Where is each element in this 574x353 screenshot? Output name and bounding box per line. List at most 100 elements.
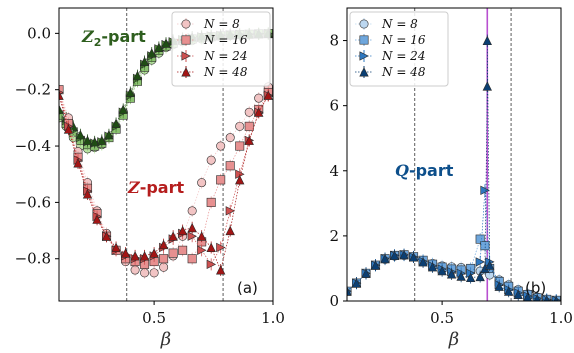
legend-marker bbox=[359, 19, 369, 29]
data-point bbox=[187, 254, 197, 264]
data-point bbox=[132, 70, 143, 81]
data-point bbox=[513, 289, 523, 299]
legend-label: N = 24 bbox=[203, 49, 247, 63]
panel-b: 0.5 1.0 0 2 4 6 8 β (b) N = 8 N = 16 N = 24 N = 48 Q-… bbox=[329, 7, 573, 350]
data-point bbox=[177, 225, 188, 236]
data-point bbox=[139, 251, 150, 261]
data-point bbox=[370, 260, 381, 270]
y-tick-label: 8 bbox=[329, 32, 339, 50]
annotation-main: Q bbox=[395, 161, 409, 180]
data-point bbox=[216, 175, 226, 185]
data-point bbox=[475, 234, 485, 244]
legend-marker bbox=[181, 35, 191, 45]
annotation-suffix: -part bbox=[409, 161, 454, 180]
data-point bbox=[225, 225, 235, 236]
y-tick-label: −0.2 bbox=[15, 81, 51, 99]
data-point bbox=[154, 42, 164, 52]
y-tick-label: −0.4 bbox=[15, 137, 51, 155]
legend-marker bbox=[359, 51, 369, 61]
data-point bbox=[216, 242, 226, 253]
legend: N = 8 N = 16 N = 24 N = 48 bbox=[349, 11, 449, 87]
data-point bbox=[235, 174, 245, 185]
data-point bbox=[111, 118, 121, 129]
legend-marker bbox=[181, 67, 191, 77]
data-point bbox=[63, 124, 74, 134]
data-point bbox=[225, 161, 235, 171]
y-tick-label: 0.0 bbox=[27, 24, 51, 42]
annotation-suffix: -part bbox=[140, 178, 185, 197]
data-point bbox=[59, 85, 64, 95]
series-line-6 bbox=[59, 92, 269, 266]
data-point bbox=[437, 265, 447, 276]
data-point bbox=[347, 286, 352, 296]
data-point bbox=[73, 158, 83, 168]
data-point bbox=[446, 269, 457, 279]
data-point bbox=[480, 185, 490, 195]
x-tick-label: 0.5 bbox=[142, 309, 166, 327]
data-point bbox=[504, 286, 514, 296]
data-point bbox=[187, 206, 197, 216]
data-point bbox=[187, 231, 198, 241]
data-point bbox=[206, 259, 217, 270]
data-point bbox=[351, 278, 362, 288]
data-point bbox=[399, 249, 409, 260]
data-point bbox=[197, 245, 207, 255]
data-point bbox=[161, 38, 171, 48]
data-point bbox=[197, 178, 207, 188]
y-tick-label: 2 bbox=[329, 227, 339, 245]
data-point bbox=[168, 248, 178, 258]
data-point bbox=[59, 104, 64, 114]
panel-a: 0.5 1.0 0.0 −0.2 −0.4 −0.6 −0.8 β (a) N = 8 N = 16… bbox=[15, 7, 285, 350]
annotation-subscript: 2 bbox=[94, 36, 102, 49]
data-point bbox=[149, 268, 159, 278]
data-point bbox=[130, 251, 140, 261]
data-point bbox=[187, 222, 197, 233]
data-point bbox=[427, 261, 438, 272]
data-point bbox=[149, 248, 159, 258]
data-point bbox=[533, 294, 541, 301]
data-point bbox=[235, 121, 245, 131]
data-point bbox=[125, 87, 136, 98]
series-line-5 bbox=[59, 89, 269, 265]
data-point bbox=[263, 90, 273, 100]
data-point bbox=[523, 292, 533, 301]
x-axis-label: β bbox=[160, 329, 171, 350]
data-point bbox=[235, 141, 245, 151]
data-point bbox=[389, 250, 400, 260]
data-point bbox=[456, 271, 466, 281]
data-point bbox=[159, 254, 169, 264]
data-point bbox=[168, 231, 178, 241]
data-point bbox=[380, 253, 390, 264]
legend-marker bbox=[359, 67, 369, 77]
data-point bbox=[216, 265, 226, 275]
y-tick-label: 4 bbox=[329, 162, 339, 180]
legend-label: N = 48 bbox=[203, 65, 248, 79]
annotation-1: Z-part bbox=[127, 178, 184, 197]
annotation-0: Q-part bbox=[395, 161, 454, 180]
data-point bbox=[92, 214, 102, 224]
data-point bbox=[196, 231, 207, 241]
data-point bbox=[482, 35, 492, 46]
annotation-main: Z bbox=[81, 27, 95, 46]
data-point bbox=[244, 107, 254, 117]
y-tick-label: −0.6 bbox=[15, 193, 51, 211]
data-point bbox=[418, 257, 428, 267]
data-point bbox=[254, 93, 264, 103]
legend-marker bbox=[181, 19, 191, 29]
data-point bbox=[82, 189, 93, 199]
x-tick-label: 1.0 bbox=[549, 309, 573, 327]
data-point bbox=[89, 136, 100, 147]
data-point bbox=[482, 81, 492, 91]
legend-marker bbox=[181, 51, 191, 61]
x-axis-label: β bbox=[448, 329, 459, 350]
legend: N = 8 N = 16 N = 24 N = 48 bbox=[171, 11, 271, 87]
data-layer bbox=[347, 34, 561, 301]
data-point bbox=[225, 206, 236, 216]
data-point bbox=[82, 135, 93, 145]
panel-label: (a) bbox=[237, 279, 258, 297]
data-point bbox=[111, 242, 121, 252]
data-point bbox=[97, 135, 107, 145]
y-tick-label: −0.8 bbox=[15, 250, 51, 268]
y-tick-label: 6 bbox=[329, 97, 339, 115]
